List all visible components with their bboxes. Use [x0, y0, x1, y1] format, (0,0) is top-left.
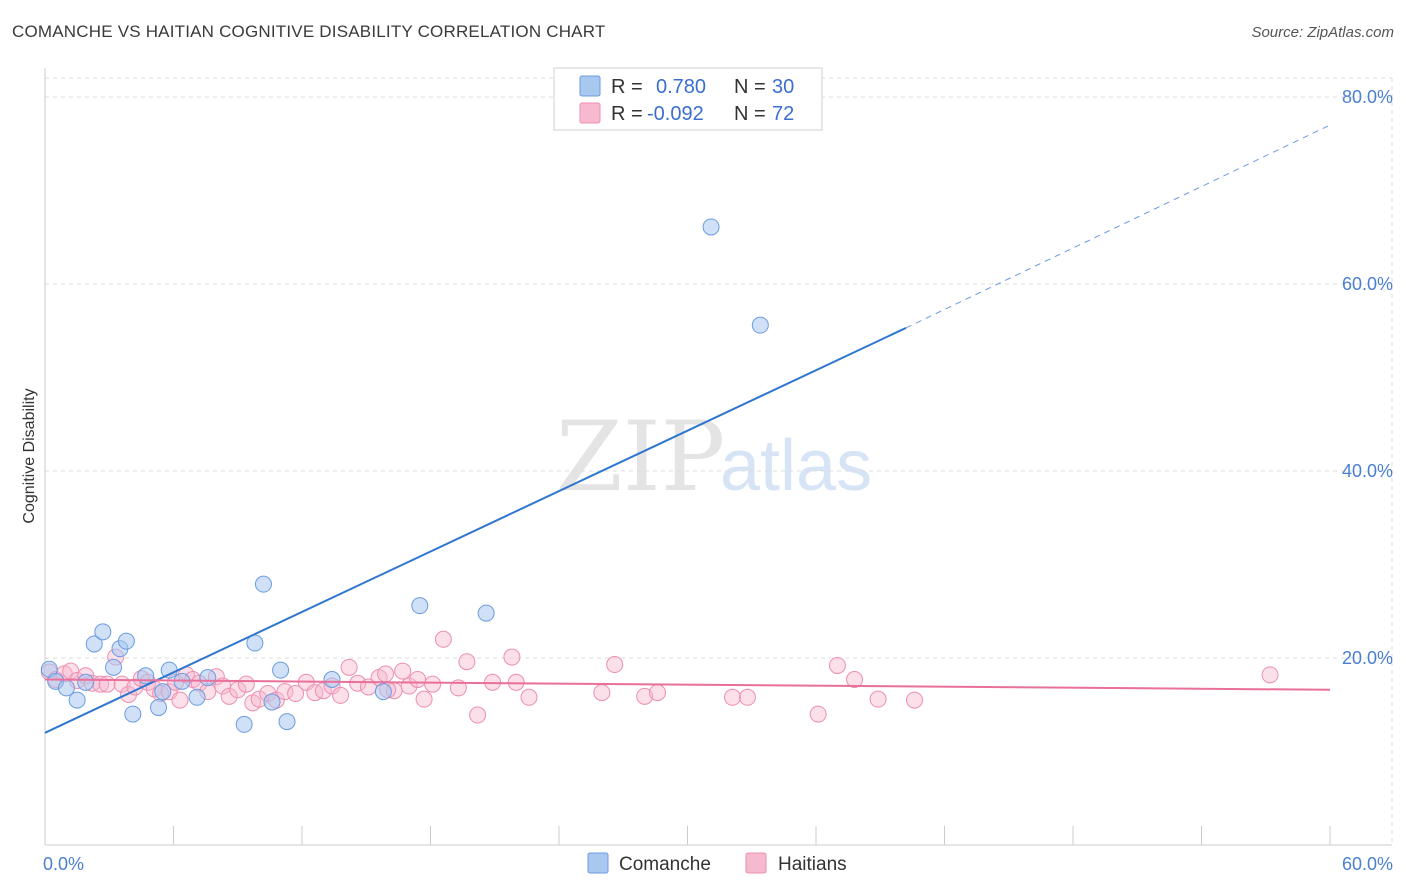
legend-n-value-comanche: 30: [772, 76, 794, 98]
comanche-point: [272, 661, 290, 679]
y-tick-label: 40.0%: [1342, 461, 1393, 481]
bottom-legend-comanche: Comanche: [619, 854, 711, 875]
legend: R = 0.780 N = 30 R = -0.092 N = 72: [553, 67, 823, 131]
haitians-point: [606, 656, 624, 674]
haitians-point: [98, 675, 116, 693]
haitians-point: [869, 690, 887, 708]
haitians-point: [306, 684, 324, 702]
haitians-point: [349, 674, 367, 692]
comanche-point: [751, 316, 769, 334]
axes: [44, 68, 1392, 846]
comanche-point: [105, 658, 123, 676]
comanche-point: [278, 713, 296, 731]
comanche-point: [323, 671, 341, 689]
haitians-point: [649, 684, 667, 702]
watermark-atlas: atlas: [720, 426, 872, 506]
haitians-point: [287, 685, 305, 703]
bottom-legend-swatch-haitians: [745, 852, 767, 874]
comanche-point: [235, 715, 253, 733]
haitians-point: [171, 691, 189, 709]
haitians-trend-line: [44, 678, 1331, 691]
legend-r-label-comanche: R =: [611, 76, 643, 98]
x-tick-label-max: 60.0%: [1342, 854, 1393, 874]
watermark-zip: ZIP: [556, 401, 725, 513]
trend-lines: [44, 124, 1331, 734]
comanche-point: [85, 635, 103, 653]
comanche-point: [477, 604, 495, 622]
comanche-point: [154, 683, 172, 701]
haitians-point: [415, 690, 433, 708]
y-tick-label: 60.0%: [1342, 274, 1393, 294]
haitians-point: [846, 671, 864, 689]
haitians-point: [332, 686, 350, 704]
x-ticks: 0.0% 60.0%: [43, 854, 1393, 874]
comanche-point: [117, 632, 135, 650]
haitians-point: [434, 630, 452, 648]
haitians-point: [424, 675, 442, 693]
comanche-point: [411, 597, 429, 615]
haitians-point: [276, 683, 294, 701]
haitians-point: [409, 671, 427, 689]
comanche-point: [263, 693, 281, 711]
haitians-point: [458, 653, 476, 671]
y-axis-label: Cognitive Disability: [21, 388, 38, 523]
legend-r-value-comanche: 0.780: [656, 76, 706, 98]
y-tick-label: 20.0%: [1342, 648, 1393, 668]
comanche-point: [77, 673, 95, 691]
comanche-point: [254, 575, 272, 593]
chart-title: COMANCHE VS HAITIAN COGNITIVE DISABILITY…: [12, 22, 606, 41]
haitians-point: [593, 684, 611, 702]
legend-r-label-haitians: R =: [611, 103, 643, 125]
haitians-points: [40, 630, 1279, 724]
x-tick-label-min: 0.0%: [43, 854, 84, 874]
comanche-point: [374, 683, 392, 701]
bottom-legend-swatch-comanche: [587, 852, 609, 874]
haitians-point: [520, 688, 538, 706]
comanche-trend-line: [44, 327, 907, 734]
bottom-legend-haitians: Haitians: [778, 854, 847, 875]
comanche-point: [94, 623, 112, 641]
comanche-trend-extension: [905, 124, 1331, 329]
legend-n-label-comanche: N =: [734, 76, 766, 98]
legend-r-value-haitians: -0.092: [647, 103, 704, 125]
haitians-point: [636, 687, 654, 705]
haitians-point: [220, 687, 238, 705]
haitians-point: [340, 658, 358, 676]
source-credit: Source: ZipAtlas.com: [1251, 24, 1394, 41]
comanche-point: [137, 667, 155, 685]
haitians-point: [237, 675, 255, 693]
legend-n-value-haitians: 72: [772, 103, 794, 125]
comanche-point: [199, 669, 217, 687]
comanche-point: [702, 218, 720, 236]
y-tick-label: 80.0%: [1342, 87, 1393, 107]
haitians-point: [377, 665, 395, 683]
haitians-point: [1261, 666, 1279, 684]
comanche-point: [150, 699, 168, 717]
comanche-point: [68, 691, 86, 709]
comanche-point: [124, 705, 142, 723]
haitians-point: [828, 656, 846, 674]
comanche-point: [160, 661, 178, 679]
haitians-point: [469, 706, 487, 724]
legend-swatch-haitians: [579, 102, 601, 124]
watermark: ZIP atlas: [556, 401, 872, 513]
haitians-point: [449, 679, 467, 697]
bottom-legend: Comanche Haitians: [587, 852, 847, 875]
haitians-point: [906, 691, 924, 709]
haitians-point: [723, 688, 741, 706]
haitians-point: [394, 662, 412, 680]
haitians-point: [809, 705, 827, 723]
legend-n-label-haitians: N =: [734, 103, 766, 125]
comanche-point: [188, 688, 206, 706]
haitians-point: [503, 648, 521, 666]
haitians-point: [738, 688, 756, 706]
y-ticks: 20.0% 40.0% 60.0% 80.0%: [1342, 87, 1393, 668]
legend-swatch-comanche: [579, 75, 601, 97]
